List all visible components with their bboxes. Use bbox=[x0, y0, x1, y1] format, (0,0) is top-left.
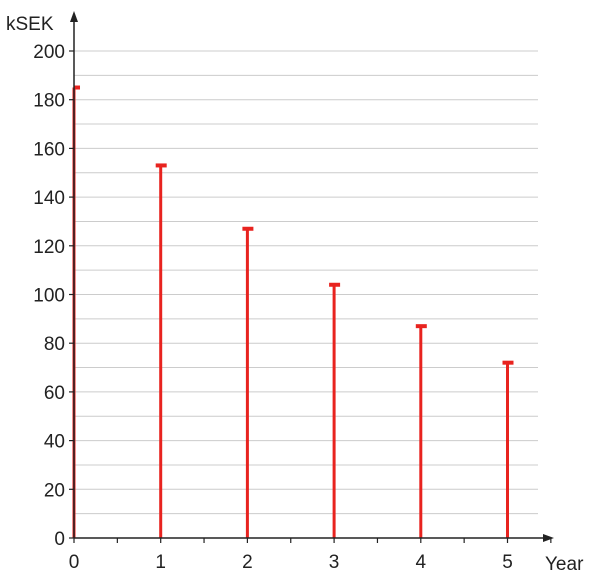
y-tick-label: 20 bbox=[44, 480, 65, 501]
x-tick-label: 4 bbox=[416, 552, 427, 573]
y-tick-label: 180 bbox=[33, 91, 65, 112]
x-tick-label: 3 bbox=[329, 552, 340, 573]
x-axis-label: Year bbox=[545, 554, 584, 575]
y-tick-label: 160 bbox=[33, 139, 65, 160]
y-tick-label: 40 bbox=[44, 432, 65, 453]
x-tick-label: 1 bbox=[155, 552, 166, 573]
stem-series bbox=[72, 85, 514, 538]
x-tick-label: 2 bbox=[242, 552, 253, 573]
axes bbox=[70, 11, 554, 542]
axis-ticks: 0 20 40 60 80 100 120 140 160 180 200 0 1 2 3 4 5 bbox=[33, 42, 552, 573]
y-axis-label: kSEK bbox=[6, 14, 54, 35]
x-tick-label: 5 bbox=[502, 552, 513, 573]
y-axis-arrow-icon bbox=[70, 11, 78, 22]
y-tick-label: 100 bbox=[33, 286, 65, 307]
x-axis-arrow-icon bbox=[543, 534, 554, 542]
y-tick-label: 0 bbox=[54, 529, 65, 550]
y-tick-label: 200 bbox=[33, 42, 65, 63]
y-tick-label: 140 bbox=[33, 188, 65, 209]
y-tick-label: 60 bbox=[44, 383, 65, 404]
y-tick-label: 120 bbox=[33, 237, 65, 258]
y-tick-label: 80 bbox=[44, 334, 65, 355]
x-tick-label: 0 bbox=[69, 552, 80, 573]
grid-lines bbox=[74, 50, 538, 515]
